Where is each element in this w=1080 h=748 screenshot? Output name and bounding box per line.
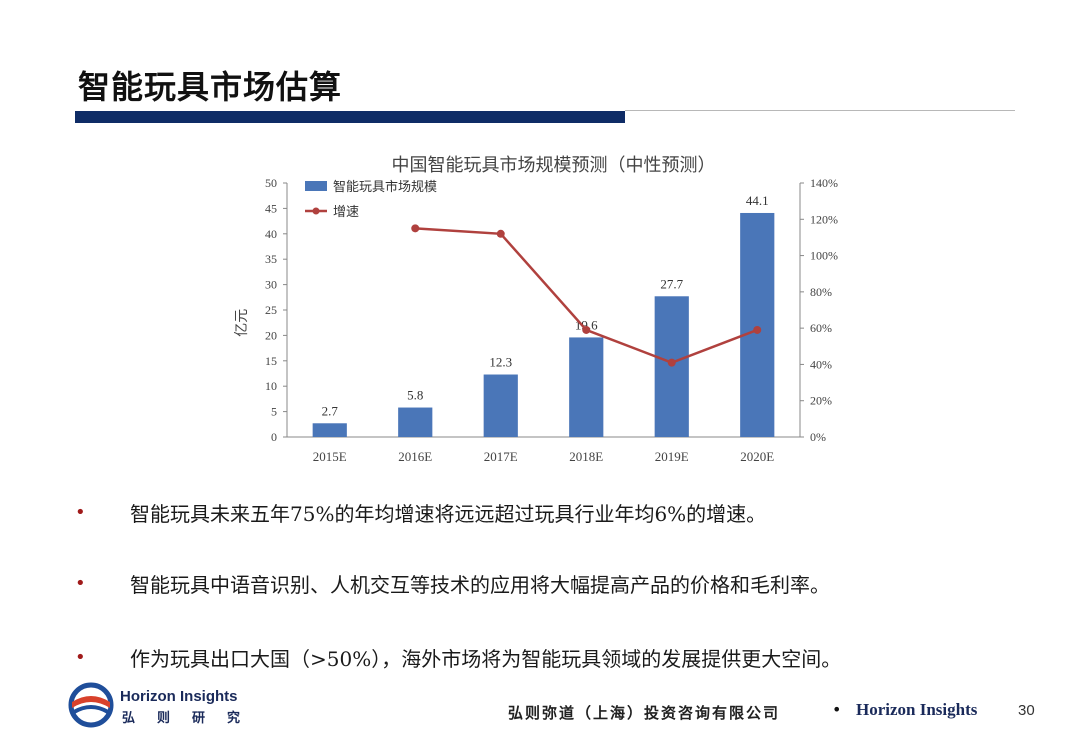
growth-point: [753, 325, 762, 334]
y-axis-label: 亿元: [234, 309, 250, 337]
x-tick-label: 2018E: [569, 449, 603, 464]
legend-bar-label: 智能玩具市场规模: [333, 179, 437, 195]
growth-point: [582, 325, 591, 334]
logo-text-cn: 弘则研究: [122, 711, 263, 726]
bullet-item: • 智能玩具中语音识别、人机交互等技术的应用将大幅提高产品的价格和毛利率。: [75, 569, 1035, 599]
y-tick-label-right: 80%: [810, 285, 832, 299]
bar: [312, 423, 347, 437]
y-tick-label-right: 60%: [810, 321, 832, 335]
horizon-logo-icon: [68, 682, 114, 728]
market-size-chart: 中国智能玩具市场规模预测（中性预测） 0 5 10 15 20 25 30 35 40 45 50 0%…: [220, 145, 860, 475]
legend-bar-swatch: [305, 181, 327, 191]
bar: [398, 407, 433, 437]
bar-value-label: 19.6: [575, 317, 598, 332]
y-tick-label-left: 20: [265, 328, 277, 342]
y-tick-label-left: 5: [271, 405, 277, 419]
title-underline-rule: [625, 110, 1015, 111]
page-title: 智能玩具市场估算: [78, 68, 343, 106]
bullet-dot: •: [75, 502, 86, 523]
y-tick-label-right: 140%: [810, 176, 838, 190]
bullet-dot: •: [75, 647, 86, 668]
y-tick-label-left: 40: [265, 227, 277, 241]
y-tick-label-left: 25: [265, 303, 277, 317]
y-tick-label-left: 50: [265, 176, 277, 190]
y-tick-label-left: 0: [271, 430, 277, 444]
bullet-text: 作为玩具出口大国（>50%），海外市场将为智能玩具领域的发展提供更大空间。: [130, 647, 842, 671]
y-tick-label-right: 100%: [810, 249, 838, 263]
bullet-item: • 智能玩具未来五年75%的年均增速将远远超过玩具行业年均6%的增速。: [75, 498, 1035, 528]
page-number: 30: [1018, 702, 1035, 719]
x-tick-label: 2015E: [313, 449, 347, 464]
y-tick-label-left: 30: [265, 278, 277, 292]
legend-line-marker: [312, 207, 320, 215]
y-tick-label-left: 15: [265, 354, 277, 368]
x-tick-label: 2020E: [740, 449, 774, 464]
bullet-text: 智能玩具未来五年75%的年均增速将远远超过玩具行业年均6%的增速。: [130, 502, 767, 526]
bar-value-label: 44.1: [746, 193, 769, 208]
x-tick-label: 2017E: [484, 449, 518, 464]
footer-separator: •: [832, 700, 842, 719]
growth-point: [667, 358, 676, 367]
y-tick-label-left: 10: [265, 379, 277, 393]
chart-title: 中国智能玩具市场规模预测（中性预测）: [392, 155, 716, 176]
growth-point: [496, 229, 505, 238]
bar-value-label: 12.3: [489, 355, 512, 370]
y-tick-label-right: 120%: [810, 212, 838, 226]
y-tick-label-right: 0%: [810, 430, 826, 444]
bullet-item: • 作为玩具出口大国（>50%），海外市场将为智能玩具领域的发展提供更大空间。: [75, 643, 1035, 673]
bar-value-label: 5.8: [407, 388, 423, 403]
x-tick-label: 2016E: [398, 449, 432, 464]
footer-company: 弘则弥道（上海）投资咨询有限公司: [508, 704, 781, 722]
growth-point: [411, 224, 420, 233]
x-tick-label: 2019E: [655, 449, 689, 464]
y-tick-label-right: 40%: [810, 357, 832, 371]
title-underline-bar: [75, 111, 625, 123]
bar: [483, 374, 518, 437]
bar: [740, 212, 775, 437]
y-tick-label-left: 35: [265, 252, 277, 266]
y-tick-label-right: 20%: [810, 394, 832, 408]
bar: [654, 296, 689, 437]
logo-text-en: Horizon Insights: [120, 688, 238, 705]
chart-svg: 中国智能玩具市场规模预测（中性预测） 0 5 10 15 20 25 30 35 40 45 50 0%…: [234, 155, 838, 464]
bar-value-label: 2.7: [322, 403, 339, 418]
bullet-text: 智能玩具中语音识别、人机交互等技术的应用将大幅提高产品的价格和毛利率。: [130, 573, 830, 597]
footer-brand: Horizon Insights: [856, 700, 978, 719]
y-tick-label-left: 45: [265, 201, 277, 215]
bar: [569, 337, 604, 437]
bullet-dot: •: [75, 573, 86, 594]
legend-line-label: 增速: [333, 205, 359, 220]
bar-value-label: 27.7: [660, 276, 683, 291]
